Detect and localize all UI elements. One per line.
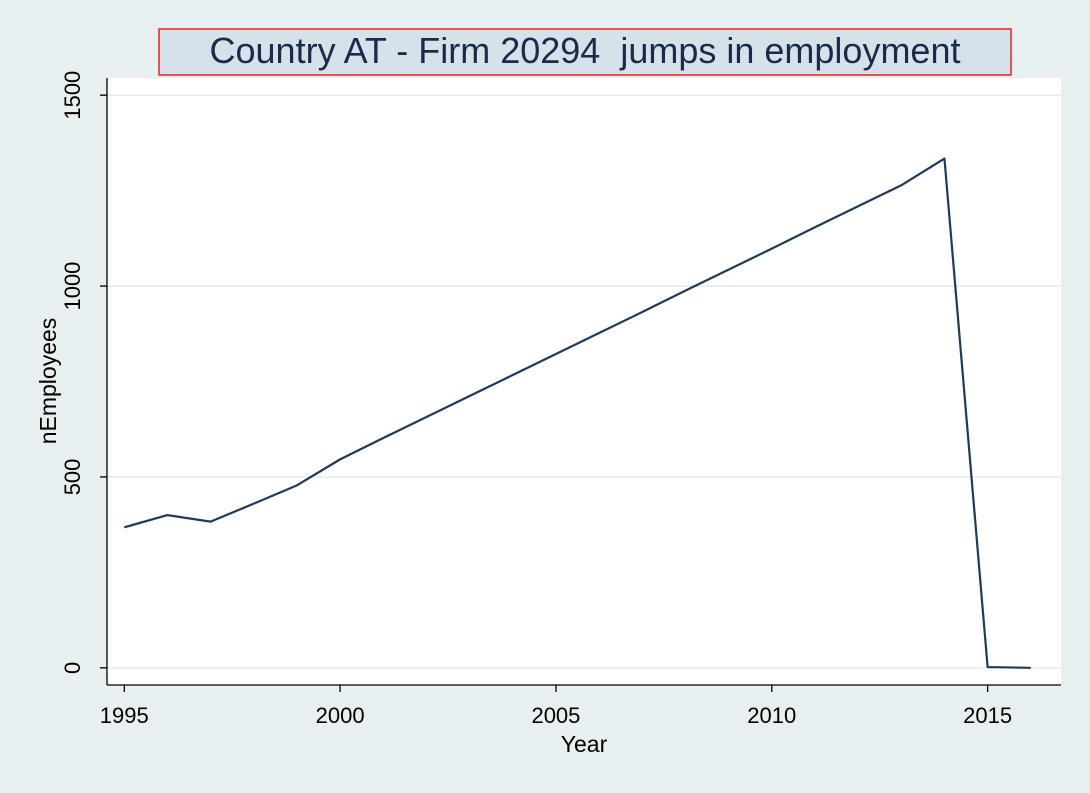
x-tick-label: 2010 <box>747 703 796 728</box>
y-axis-title: nEmployees <box>35 318 61 445</box>
y-tick-label: 1000 <box>60 262 85 311</box>
y-axis-ticks: 0 500 1000 1500 <box>60 71 107 674</box>
series-group <box>123 157 1031 669</box>
x-tick-label: 2005 <box>531 703 580 728</box>
y-tick-label: 500 <box>60 459 85 496</box>
x-tick-label: 1995 <box>100 703 149 728</box>
y-tick-label: 0 <box>60 662 85 674</box>
x-tick-label: 2000 <box>316 703 365 728</box>
y-tick-label: 1500 <box>60 71 85 120</box>
x-axis-title: Year <box>561 731 608 757</box>
title-box <box>158 28 1012 76</box>
chart-title: Country AT - Firm 20294 jumps in employm… <box>210 30 961 71</box>
series-line <box>123 157 1031 669</box>
grid-lines <box>108 94 1061 669</box>
x-axis-ticks: 1995 2000 2005 2010 2015 <box>100 685 1012 728</box>
x-tick-label: 2015 <box>963 703 1012 728</box>
plot-area <box>107 78 1061 685</box>
